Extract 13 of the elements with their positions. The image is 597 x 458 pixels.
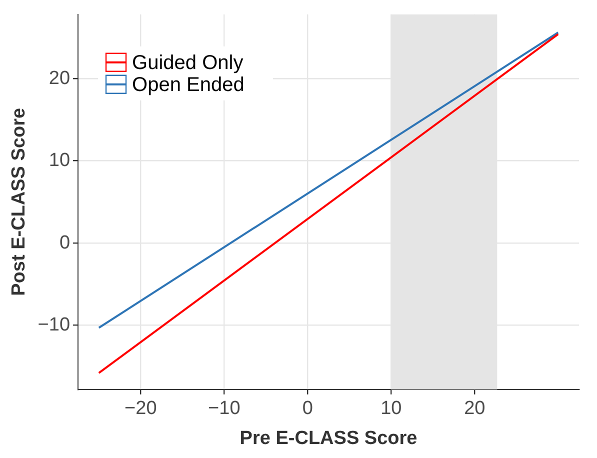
y-tick-label: −10 xyxy=(38,314,70,336)
x-tick-label: −20 xyxy=(124,398,157,420)
legend-label: Guided Only xyxy=(132,52,244,74)
x-tick-label: −10 xyxy=(208,398,240,420)
x-axis-title: Pre E-CLASS Score xyxy=(240,428,418,449)
y-axis-title: Post E-CLASS Score xyxy=(8,108,30,296)
y-tick-label: 0 xyxy=(59,232,70,254)
legend-label: Open Ended xyxy=(132,74,244,96)
y-tick-label: 20 xyxy=(48,68,70,89)
x-tick-label: 10 xyxy=(380,398,402,420)
x-tick-label: 20 xyxy=(464,398,486,420)
x-tick-label: 0 xyxy=(302,398,313,420)
y-tick-label: 10 xyxy=(48,150,70,172)
